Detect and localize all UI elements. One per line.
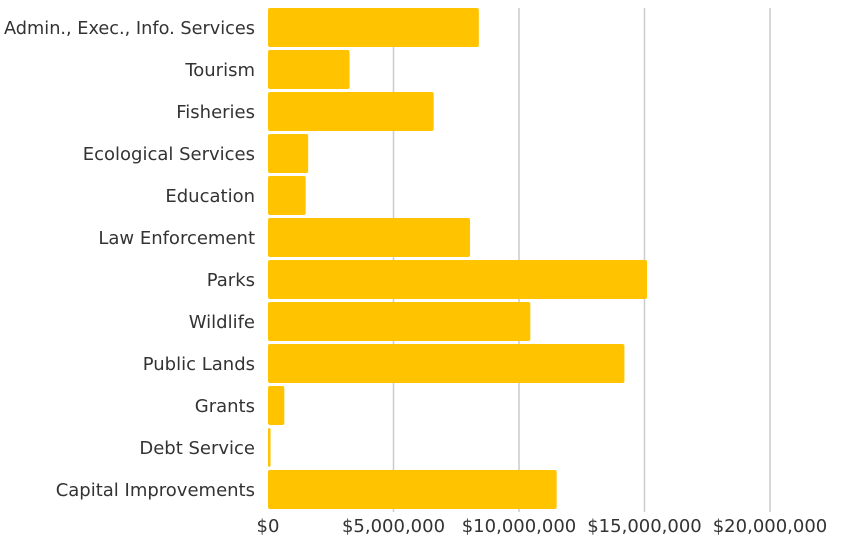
category-label: Law Enforcement <box>98 228 255 249</box>
x-tick-label: $20,000,000 <box>713 516 828 537</box>
category-label: Parks <box>207 270 255 291</box>
category-label: Fisheries <box>176 102 255 123</box>
category-label: Tourism <box>184 60 255 81</box>
x-tick-label: $0 <box>257 516 280 537</box>
bar <box>268 8 479 47</box>
bar <box>268 428 271 467</box>
category-label: Debt Service <box>139 438 255 459</box>
x-axis-tick-labels: $0 $5,000,000 $10,000,000 $15,000,000 $20,00… <box>257 516 828 537</box>
category-label: Capital Improvements <box>56 480 255 501</box>
category-label: Wildlife <box>189 312 255 333</box>
bar <box>268 470 557 509</box>
category-label: Ecological Services <box>83 144 255 165</box>
bar <box>268 218 471 257</box>
category-label: Admin., Exec., Info. Services <box>4 18 255 39</box>
bar <box>268 92 434 131</box>
bar <box>268 176 306 215</box>
bar <box>268 260 648 299</box>
bar <box>268 344 625 383</box>
category-labels: Admin., Exec., Info. Services Tourism Fish… <box>4 18 255 501</box>
x-tick-label: $10,000,000 <box>462 516 577 537</box>
category-label: Education <box>165 186 255 207</box>
bar <box>268 134 309 173</box>
bar <box>268 302 531 341</box>
bar <box>268 50 350 89</box>
x-tick-label: $5,000,000 <box>342 516 445 537</box>
category-label: Grants <box>195 396 255 417</box>
category-label: Public Lands <box>143 354 255 375</box>
x-tick-label: $15,000,000 <box>587 516 702 537</box>
bars <box>268 8 648 509</box>
bar <box>268 386 285 425</box>
